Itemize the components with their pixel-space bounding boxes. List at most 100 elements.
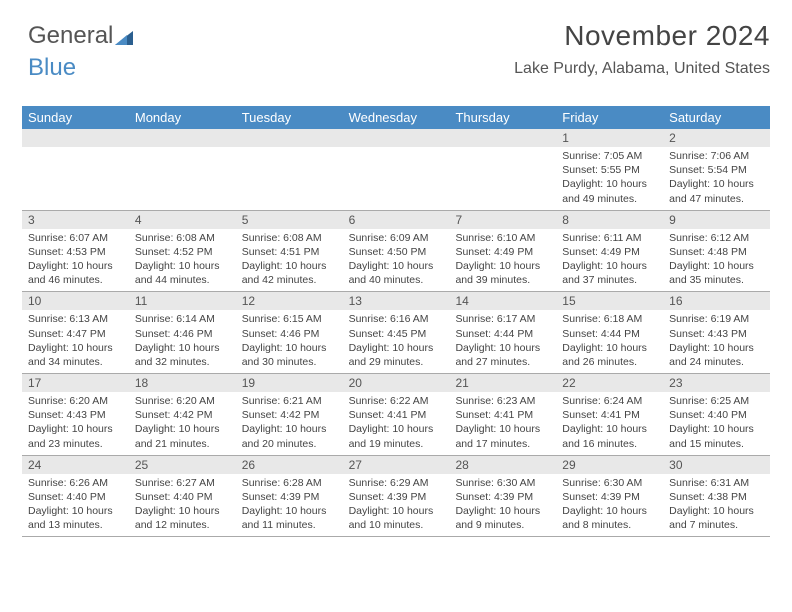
logo: General Blue xyxy=(28,22,137,82)
calendar: SundayMondayTuesdayWednesdayThursdayFrid… xyxy=(22,106,770,537)
day-details: Sunrise: 6:15 AMSunset: 4:46 PMDaylight:… xyxy=(236,310,343,373)
calendar-day: 26Sunrise: 6:28 AMSunset: 4:39 PMDayligh… xyxy=(236,456,343,537)
day-details: Sunrise: 6:20 AMSunset: 4:42 PMDaylight:… xyxy=(129,392,236,455)
day-details: Sunrise: 6:27 AMSunset: 4:40 PMDaylight:… xyxy=(129,474,236,537)
header: November 2024 Lake Purdy, Alabama, Unite… xyxy=(514,20,770,78)
day-details: Sunrise: 6:10 AMSunset: 4:49 PMDaylight:… xyxy=(449,229,556,292)
day-number: 7 xyxy=(449,211,556,229)
day-number xyxy=(449,129,556,147)
day-number: 16 xyxy=(663,292,770,310)
day-number: 30 xyxy=(663,456,770,474)
day-number: 4 xyxy=(129,211,236,229)
calendar-week: 24Sunrise: 6:26 AMSunset: 4:40 PMDayligh… xyxy=(22,456,770,538)
calendar-day xyxy=(129,129,236,210)
day-details: Sunrise: 6:20 AMSunset: 4:43 PMDaylight:… xyxy=(22,392,129,455)
page-title: November 2024 xyxy=(514,20,770,52)
calendar-day: 12Sunrise: 6:15 AMSunset: 4:46 PMDayligh… xyxy=(236,292,343,373)
day-number: 26 xyxy=(236,456,343,474)
logo-word1: General xyxy=(28,22,113,49)
logo-text: General Blue xyxy=(28,22,137,81)
calendar-day: 28Sunrise: 6:30 AMSunset: 4:39 PMDayligh… xyxy=(449,456,556,537)
day-number: 15 xyxy=(556,292,663,310)
day-details: Sunrise: 6:24 AMSunset: 4:41 PMDaylight:… xyxy=(556,392,663,455)
weekday-header: Thursday xyxy=(449,106,556,129)
day-number: 29 xyxy=(556,456,663,474)
calendar-day: 4Sunrise: 6:08 AMSunset: 4:52 PMDaylight… xyxy=(129,211,236,292)
calendar-day: 11Sunrise: 6:14 AMSunset: 4:46 PMDayligh… xyxy=(129,292,236,373)
calendar-day xyxy=(343,129,450,210)
calendar-day: 29Sunrise: 6:30 AMSunset: 4:39 PMDayligh… xyxy=(556,456,663,537)
calendar-day: 6Sunrise: 6:09 AMSunset: 4:50 PMDaylight… xyxy=(343,211,450,292)
day-details: Sunrise: 6:18 AMSunset: 4:44 PMDaylight:… xyxy=(556,310,663,373)
day-number: 6 xyxy=(343,211,450,229)
logo-word2: Blue xyxy=(28,54,76,81)
day-details: Sunrise: 6:19 AMSunset: 4:43 PMDaylight:… xyxy=(663,310,770,373)
day-details: Sunrise: 7:06 AMSunset: 5:54 PMDaylight:… xyxy=(663,147,770,210)
weekday-header: Sunday xyxy=(22,106,129,129)
day-number: 3 xyxy=(22,211,129,229)
day-number: 5 xyxy=(236,211,343,229)
day-number: 17 xyxy=(22,374,129,392)
calendar-day: 18Sunrise: 6:20 AMSunset: 4:42 PMDayligh… xyxy=(129,374,236,455)
calendar-day: 21Sunrise: 6:23 AMSunset: 4:41 PMDayligh… xyxy=(449,374,556,455)
weekday-header: Friday xyxy=(556,106,663,129)
day-number: 21 xyxy=(449,374,556,392)
day-details: Sunrise: 6:21 AMSunset: 4:42 PMDaylight:… xyxy=(236,392,343,455)
weekday-header: Monday xyxy=(129,106,236,129)
weekday-header: Saturday xyxy=(663,106,770,129)
day-details: Sunrise: 6:23 AMSunset: 4:41 PMDaylight:… xyxy=(449,392,556,455)
day-number: 11 xyxy=(129,292,236,310)
day-number: 27 xyxy=(343,456,450,474)
calendar-day: 7Sunrise: 6:10 AMSunset: 4:49 PMDaylight… xyxy=(449,211,556,292)
calendar-week: 1Sunrise: 7:05 AMSunset: 5:55 PMDaylight… xyxy=(22,129,770,211)
location-subtitle: Lake Purdy, Alabama, United States xyxy=(514,60,770,78)
day-details: Sunrise: 6:08 AMSunset: 4:51 PMDaylight:… xyxy=(236,229,343,292)
day-details: Sunrise: 6:28 AMSunset: 4:39 PMDaylight:… xyxy=(236,474,343,537)
day-details: Sunrise: 6:08 AMSunset: 4:52 PMDaylight:… xyxy=(129,229,236,292)
day-details: Sunrise: 6:30 AMSunset: 4:39 PMDaylight:… xyxy=(449,474,556,537)
calendar-day: 3Sunrise: 6:07 AMSunset: 4:53 PMDaylight… xyxy=(22,211,129,292)
day-number: 22 xyxy=(556,374,663,392)
calendar-day: 14Sunrise: 6:17 AMSunset: 4:44 PMDayligh… xyxy=(449,292,556,373)
calendar-day xyxy=(22,129,129,210)
day-details: Sunrise: 6:30 AMSunset: 4:39 PMDaylight:… xyxy=(556,474,663,537)
calendar-day: 25Sunrise: 6:27 AMSunset: 4:40 PMDayligh… xyxy=(129,456,236,537)
day-details: Sunrise: 6:09 AMSunset: 4:50 PMDaylight:… xyxy=(343,229,450,292)
calendar-day xyxy=(236,129,343,210)
calendar-day: 9Sunrise: 6:12 AMSunset: 4:48 PMDaylight… xyxy=(663,211,770,292)
day-details: Sunrise: 6:13 AMSunset: 4:47 PMDaylight:… xyxy=(22,310,129,373)
day-details: Sunrise: 6:12 AMSunset: 4:48 PMDaylight:… xyxy=(663,229,770,292)
calendar-day: 13Sunrise: 6:16 AMSunset: 4:45 PMDayligh… xyxy=(343,292,450,373)
day-number: 20 xyxy=(343,374,450,392)
day-number: 10 xyxy=(22,292,129,310)
calendar-day: 15Sunrise: 6:18 AMSunset: 4:44 PMDayligh… xyxy=(556,292,663,373)
day-details: Sunrise: 6:31 AMSunset: 4:38 PMDaylight:… xyxy=(663,474,770,537)
day-number: 23 xyxy=(663,374,770,392)
day-number: 14 xyxy=(449,292,556,310)
calendar-day: 23Sunrise: 6:25 AMSunset: 4:40 PMDayligh… xyxy=(663,374,770,455)
day-details: Sunrise: 6:29 AMSunset: 4:39 PMDaylight:… xyxy=(343,474,450,537)
day-number: 1 xyxy=(556,129,663,147)
day-details: Sunrise: 7:05 AMSunset: 5:55 PMDaylight:… xyxy=(556,147,663,210)
calendar-week: 17Sunrise: 6:20 AMSunset: 4:43 PMDayligh… xyxy=(22,374,770,456)
weekday-header: Tuesday xyxy=(236,106,343,129)
day-number xyxy=(343,129,450,147)
calendar-day: 1Sunrise: 7:05 AMSunset: 5:55 PMDaylight… xyxy=(556,129,663,210)
day-details: Sunrise: 6:07 AMSunset: 4:53 PMDaylight:… xyxy=(22,229,129,292)
day-number: 2 xyxy=(663,129,770,147)
day-details: Sunrise: 6:11 AMSunset: 4:49 PMDaylight:… xyxy=(556,229,663,292)
day-details: Sunrise: 6:17 AMSunset: 4:44 PMDaylight:… xyxy=(449,310,556,373)
logo-sail-icon xyxy=(115,26,137,54)
calendar-day: 22Sunrise: 6:24 AMSunset: 4:41 PMDayligh… xyxy=(556,374,663,455)
day-number: 12 xyxy=(236,292,343,310)
day-number xyxy=(236,129,343,147)
calendar-day: 10Sunrise: 6:13 AMSunset: 4:47 PMDayligh… xyxy=(22,292,129,373)
day-number: 24 xyxy=(22,456,129,474)
day-details: Sunrise: 6:14 AMSunset: 4:46 PMDaylight:… xyxy=(129,310,236,373)
calendar-day: 19Sunrise: 6:21 AMSunset: 4:42 PMDayligh… xyxy=(236,374,343,455)
day-number xyxy=(22,129,129,147)
calendar-day: 8Sunrise: 6:11 AMSunset: 4:49 PMDaylight… xyxy=(556,211,663,292)
day-details: Sunrise: 6:25 AMSunset: 4:40 PMDaylight:… xyxy=(663,392,770,455)
weekday-header: Wednesday xyxy=(343,106,450,129)
calendar-day: 20Sunrise: 6:22 AMSunset: 4:41 PMDayligh… xyxy=(343,374,450,455)
